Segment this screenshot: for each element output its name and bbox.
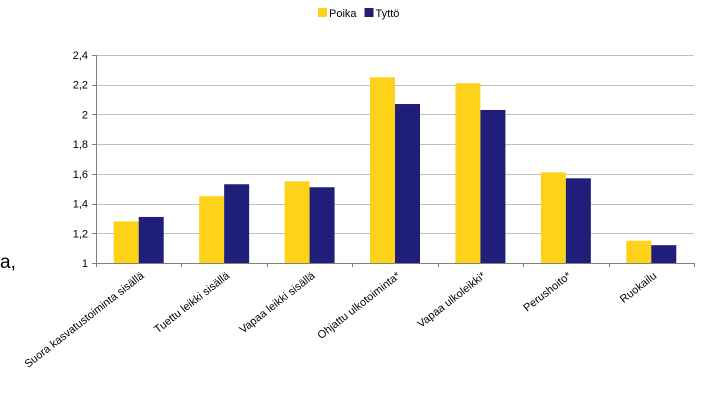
bar-tyttö-5 [565,178,591,263]
bar-tyttö-2 [309,187,335,263]
bar-tyttö-4 [480,109,506,263]
legend: Poika Tyttö [318,8,399,20]
x-tick-label: Vapaa leikki sisällä [237,269,318,336]
bar-poika-5 [540,172,566,263]
bar-poika-3 [370,77,395,264]
x-tick-label: Ohjattu ulkotoiminta* [315,269,403,341]
bar-poika-1 [199,196,225,263]
axes [92,55,695,267]
y-tick-label: 2,4 [73,50,88,62]
y-tick-label: 2,2 [73,80,88,92]
y-tick-label: 1,2 [73,228,88,240]
legend-label-poika: Poika [329,8,357,20]
bar-tyttö-1 [224,184,250,263]
legend-swatch-tyttö [364,8,374,17]
x-tick-label: Vapaa ulkoleikki* [416,269,489,330]
bar-poika-2 [284,181,310,263]
y-tick-label: 2 [82,109,88,121]
legend-label-tyttö: Tyttö [376,8,400,20]
bar-poika-4 [455,83,481,263]
x-tick-label: Ruokailu [618,270,659,306]
bar-tyttö-3 [395,104,420,264]
x-tick-label: Perushoito* [521,269,574,314]
bar-poika-0 [113,221,139,263]
bars [113,77,677,264]
x-tick-labels: Suora kasvatustoiminta sisällä Tuettu lei… [23,269,660,370]
y-tick-label: 1,4 [73,199,88,211]
y-tick-label: 1,8 [73,139,88,151]
edge-text-fragment: a, [0,252,16,273]
y-tick-labels: 1 1,2 1,4 1,6 1,8 2 2,2 2,4 [73,50,88,270]
y-tick-label: 1 [82,258,88,270]
bar-tyttö-0 [138,216,164,263]
legend-swatch-poika [318,8,327,17]
y-tick-label: 1,6 [73,169,88,181]
x-tick-label: Suora kasvatustoiminta sisällä [23,269,148,370]
x-tick-label: Tuettu leikki sisällä [152,269,233,336]
bar-tyttö-6 [651,245,677,263]
bar-poika-6 [626,240,652,263]
